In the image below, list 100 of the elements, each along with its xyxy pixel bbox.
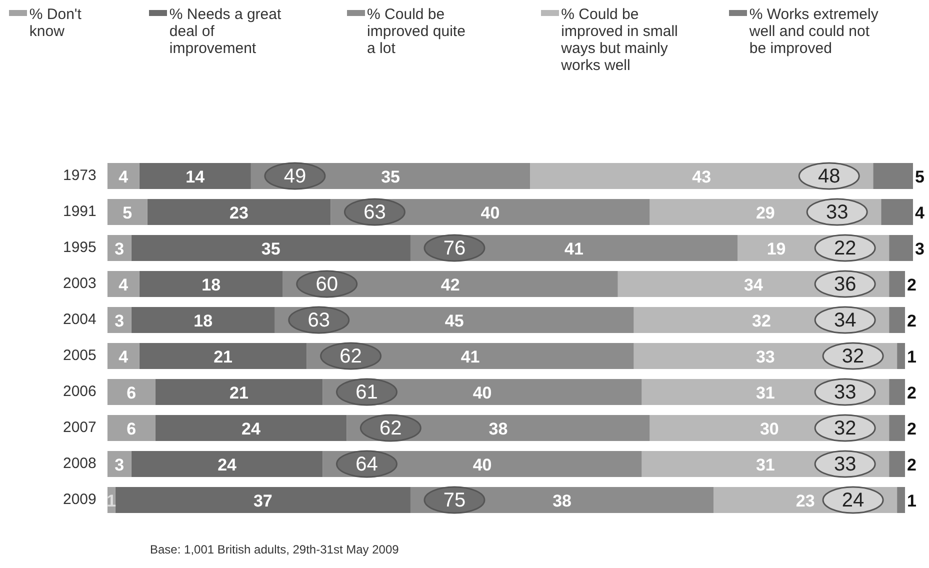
annotation: 62 — [340, 346, 362, 368]
bar — [131, 235, 410, 261]
data-label: 4 — [118, 348, 129, 367]
bar — [107, 235, 132, 261]
data-label: 19 — [766, 240, 786, 259]
bar — [897, 343, 906, 369]
data-label: 4 — [118, 168, 129, 187]
bar — [131, 451, 323, 477]
y-tick-label: 2005 — [62, 347, 96, 364]
data-label: 23 — [230, 204, 248, 223]
annotation: 33 — [756, 348, 775, 367]
data-label: 38 — [552, 492, 572, 511]
data-label: 6 — [126, 384, 136, 403]
bar — [889, 307, 906, 333]
data-label: 42 — [440, 276, 460, 295]
y-tick-label: 2008 — [62, 455, 96, 472]
bar — [897, 487, 906, 513]
annotation: 62 — [380, 418, 402, 440]
data-label: 31 — [756, 384, 775, 403]
legend-label: % Don't know — [29, 6, 82, 40]
data-label: 2 — [907, 420, 916, 439]
bar — [881, 199, 913, 225]
data-label: 14 — [186, 168, 206, 187]
bar — [107, 415, 156, 441]
bar — [131, 307, 275, 333]
annotation: 34 — [744, 276, 764, 295]
bar — [107, 163, 140, 189]
annotation: 64 — [356, 454, 378, 476]
legend-label: % Could be improved quite a lot — [367, 6, 466, 57]
data-label: 24 — [218, 456, 238, 475]
annotation: 76 — [443, 238, 466, 260]
bar — [889, 451, 906, 477]
y-tick-label: 2004 — [62, 311, 96, 328]
y-tick-label: 2003 — [62, 275, 96, 292]
data-label: 1 — [106, 492, 116, 511]
data-label: 40 — [472, 456, 492, 475]
data-label: 3 — [114, 456, 124, 475]
data-label: 18 — [202, 276, 221, 295]
data-label: 1 — [907, 348, 916, 367]
y-tick-label: 2006 — [62, 383, 96, 400]
data-label: 45 — [444, 312, 464, 331]
bar — [107, 451, 132, 477]
data-label: 29 — [756, 204, 775, 223]
bar — [889, 235, 913, 261]
data-label: 18 — [194, 312, 213, 331]
data-label: 2 — [907, 456, 916, 475]
bar — [139, 163, 251, 189]
data-label: 35 — [261, 240, 280, 259]
y-tick-label: 1991 — [62, 203, 96, 220]
data-label: 37 — [253, 492, 272, 511]
data-label: 31 — [756, 456, 775, 475]
bar — [873, 163, 913, 189]
bar — [155, 415, 347, 441]
data-label: 6 — [126, 420, 136, 439]
data-label: 5 — [122, 204, 132, 223]
annotation: 24 — [842, 490, 864, 512]
y-tick-label: 2009 — [62, 491, 96, 508]
annotation: 32 — [834, 418, 856, 440]
data-label: 1 — [907, 492, 916, 511]
data-label: 3 — [114, 312, 124, 331]
bar — [107, 379, 156, 405]
legend-label: % Could be improved in small ways but mainly works well — [561, 6, 679, 74]
data-label: 41 — [564, 240, 584, 259]
text: Base: 1,001 British adults, 29th-31st May 2009 — [150, 542, 400, 556]
data-label: 40 — [480, 204, 500, 223]
data-label: 30 — [760, 420, 779, 439]
annotation: 33 — [834, 454, 856, 476]
bar — [147, 199, 331, 225]
annotation: 33 — [826, 202, 848, 224]
annotation: 36 — [834, 274, 856, 296]
annotation: 75 — [443, 490, 466, 512]
bar — [107, 307, 132, 333]
data-label: 33 — [834, 382, 856, 404]
y-tick-label: 2007 — [62, 419, 96, 436]
bar — [107, 199, 148, 225]
data-label: 4 — [118, 276, 129, 295]
annotation: 60 — [316, 274, 338, 296]
bar — [107, 343, 140, 369]
annotation: 63 — [364, 202, 386, 224]
bar — [139, 343, 307, 369]
data-label: 35 — [381, 168, 400, 187]
data-label: 2 — [907, 276, 916, 295]
annotation: 49 — [284, 166, 306, 188]
bar — [107, 271, 140, 297]
annotation: 48 — [818, 166, 840, 188]
annotation: 32 — [752, 312, 771, 331]
data-label: 2 — [907, 384, 916, 403]
data-label: 3 — [114, 240, 124, 259]
data-label: 40 — [472, 384, 492, 403]
annotation: 61 — [356, 382, 378, 404]
legend-label: % Needs a great deal of improvement — [169, 6, 282, 57]
bar — [889, 379, 906, 405]
data-label: 34 — [834, 310, 856, 332]
data-label: 5 — [915, 168, 924, 187]
data-label: 24 — [241, 420, 261, 439]
bar — [115, 487, 410, 513]
data-label: 23 — [796, 492, 815, 511]
y-tick-label: 1973 — [62, 167, 96, 184]
annotation: 22 — [834, 238, 856, 260]
y-tick-label: 1995 — [62, 239, 96, 256]
